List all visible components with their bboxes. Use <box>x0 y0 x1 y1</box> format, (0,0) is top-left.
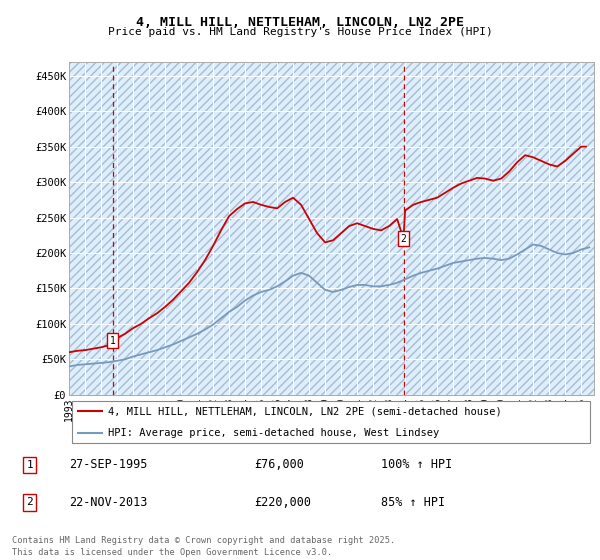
Text: 22-NOV-2013: 22-NOV-2013 <box>70 496 148 509</box>
Text: HPI: Average price, semi-detached house, West Lindsey: HPI: Average price, semi-detached house,… <box>109 428 440 438</box>
Text: 1: 1 <box>26 460 33 470</box>
Text: 4, MILL HILL, NETTLEHAM, LINCOLN, LN2 2PE (semi-detached house): 4, MILL HILL, NETTLEHAM, LINCOLN, LN2 2P… <box>109 406 502 416</box>
FancyBboxPatch shape <box>71 400 590 444</box>
Text: 2: 2 <box>401 234 406 244</box>
Text: £76,000: £76,000 <box>254 458 304 471</box>
Text: £220,000: £220,000 <box>254 496 311 509</box>
Text: 4, MILL HILL, NETTLEHAM, LINCOLN, LN2 2PE: 4, MILL HILL, NETTLEHAM, LINCOLN, LN2 2P… <box>136 16 464 29</box>
Text: 85% ↑ HPI: 85% ↑ HPI <box>380 496 445 509</box>
Text: 1: 1 <box>110 336 116 346</box>
Text: Contains HM Land Registry data © Crown copyright and database right 2025.
This d: Contains HM Land Registry data © Crown c… <box>12 536 395 557</box>
Text: 100% ↑ HPI: 100% ↑ HPI <box>380 458 452 471</box>
Text: Price paid vs. HM Land Registry's House Price Index (HPI): Price paid vs. HM Land Registry's House … <box>107 27 493 37</box>
Text: 27-SEP-1995: 27-SEP-1995 <box>70 458 148 471</box>
Text: 2: 2 <box>26 497 33 507</box>
